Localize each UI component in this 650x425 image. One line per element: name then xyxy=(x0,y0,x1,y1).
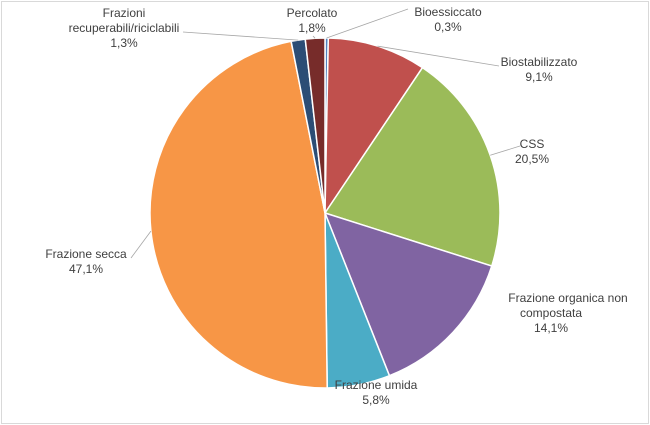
leader-line-css xyxy=(490,145,521,156)
label-recuperabili-name-line1: Frazioni xyxy=(103,6,146,20)
leader-line-percolato xyxy=(312,35,316,39)
label-css-value: 20,5% xyxy=(515,152,549,166)
leader-line-biostabilizzato xyxy=(377,45,500,67)
leader-line-frazione-secca xyxy=(130,230,152,259)
label-biostabilizzato-value: 9,1% xyxy=(525,70,553,84)
label-percolato-name: Percolato xyxy=(287,6,338,20)
label-biostabilizzato-name: Biostabilizzato xyxy=(501,55,578,69)
label-secca-name: Frazione secca xyxy=(45,247,127,261)
label-organica-value: 14,1% xyxy=(534,321,568,335)
label-secca-value: 47,1% xyxy=(69,262,103,276)
pie-slice-frazione-secca xyxy=(149,40,328,389)
label-css-name: CSS xyxy=(520,137,545,151)
label-recuperabili-name-line2: recuperabili/riciclabili xyxy=(69,21,180,35)
label-organica-name-line1: Frazione organica non xyxy=(508,291,627,305)
leader-line-bioessiccato xyxy=(326,8,409,39)
pie-slice-css xyxy=(323,66,501,267)
pie-slice-frazione-organica-non-compostata xyxy=(323,211,493,377)
label-bioessiccato-name: Bioessiccato xyxy=(414,5,482,19)
label-percolato-value: 1,8% xyxy=(298,21,326,35)
pie-slices xyxy=(149,37,501,389)
label-umida-value: 5,8% xyxy=(362,393,390,407)
label-bioessiccato-value: 0,3% xyxy=(434,20,462,34)
leader-lines xyxy=(130,8,521,259)
leader-line-frazioni-recuperabili-riciclabili xyxy=(182,31,299,41)
label-recuperabili-value: 1,3% xyxy=(110,36,138,50)
label-organica-name-line2: compostata xyxy=(520,306,582,320)
label-umida-name: Frazione umida xyxy=(335,378,418,392)
